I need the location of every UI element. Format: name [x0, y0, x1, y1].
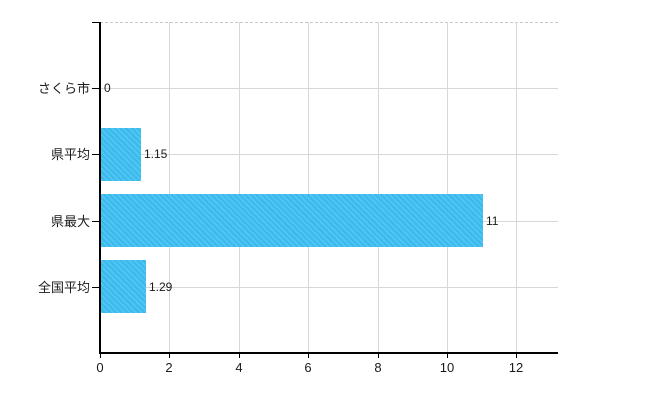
category-label: 県平均	[50, 147, 90, 162]
x-axis-tick-label: 8	[374, 360, 382, 375]
category-label: さくら市	[37, 81, 90, 96]
gridline-vertical	[169, 22, 170, 352]
y-axis-tick	[92, 154, 99, 155]
x-axis-line	[99, 352, 558, 354]
y-axis-tick	[92, 88, 99, 89]
bar-value-label: 11	[486, 214, 499, 228]
y-axis-tick	[92, 221, 99, 222]
gridline-vertical	[378, 22, 379, 352]
x-axis-tick-label: 6	[304, 360, 312, 375]
category-label: 全国平均	[37, 280, 90, 295]
gridline-horizontal	[101, 88, 558, 89]
x-axis-tick	[516, 354, 517, 358]
category-label: 県最大	[50, 214, 90, 229]
x-axis-tick-label: 12	[508, 360, 524, 375]
gridline-vertical	[516, 22, 517, 352]
bar-value-label: 1.29	[149, 280, 173, 294]
x-axis-tick	[447, 354, 448, 358]
x-axis-tick-label: 4	[235, 360, 243, 375]
bar-value-label: 0	[104, 81, 111, 95]
x-axis-tick	[100, 354, 101, 358]
x-axis-tick	[308, 354, 309, 358]
gridline-vertical	[239, 22, 240, 352]
y-axis-tick	[92, 287, 99, 288]
x-axis-tick	[169, 354, 170, 358]
gridline-vertical	[308, 22, 309, 352]
x-axis-tick	[378, 354, 379, 358]
x-axis-tick	[239, 354, 240, 358]
x-axis-tick-label: 2	[165, 360, 173, 375]
x-axis-tick-label: 10	[439, 360, 455, 375]
x-axis-tick-label: 0	[96, 360, 104, 375]
bar	[101, 128, 141, 181]
gridline-horizontal	[101, 154, 558, 155]
gridline-vertical	[447, 22, 448, 352]
bar	[101, 194, 483, 247]
gridline-horizontal	[101, 287, 558, 288]
bar	[101, 260, 146, 313]
bar-value-label: 1.15	[144, 147, 168, 161]
y-axis-line	[99, 22, 101, 354]
plot-top-border	[100, 22, 558, 23]
y-axis-top-tick	[92, 22, 99, 23]
